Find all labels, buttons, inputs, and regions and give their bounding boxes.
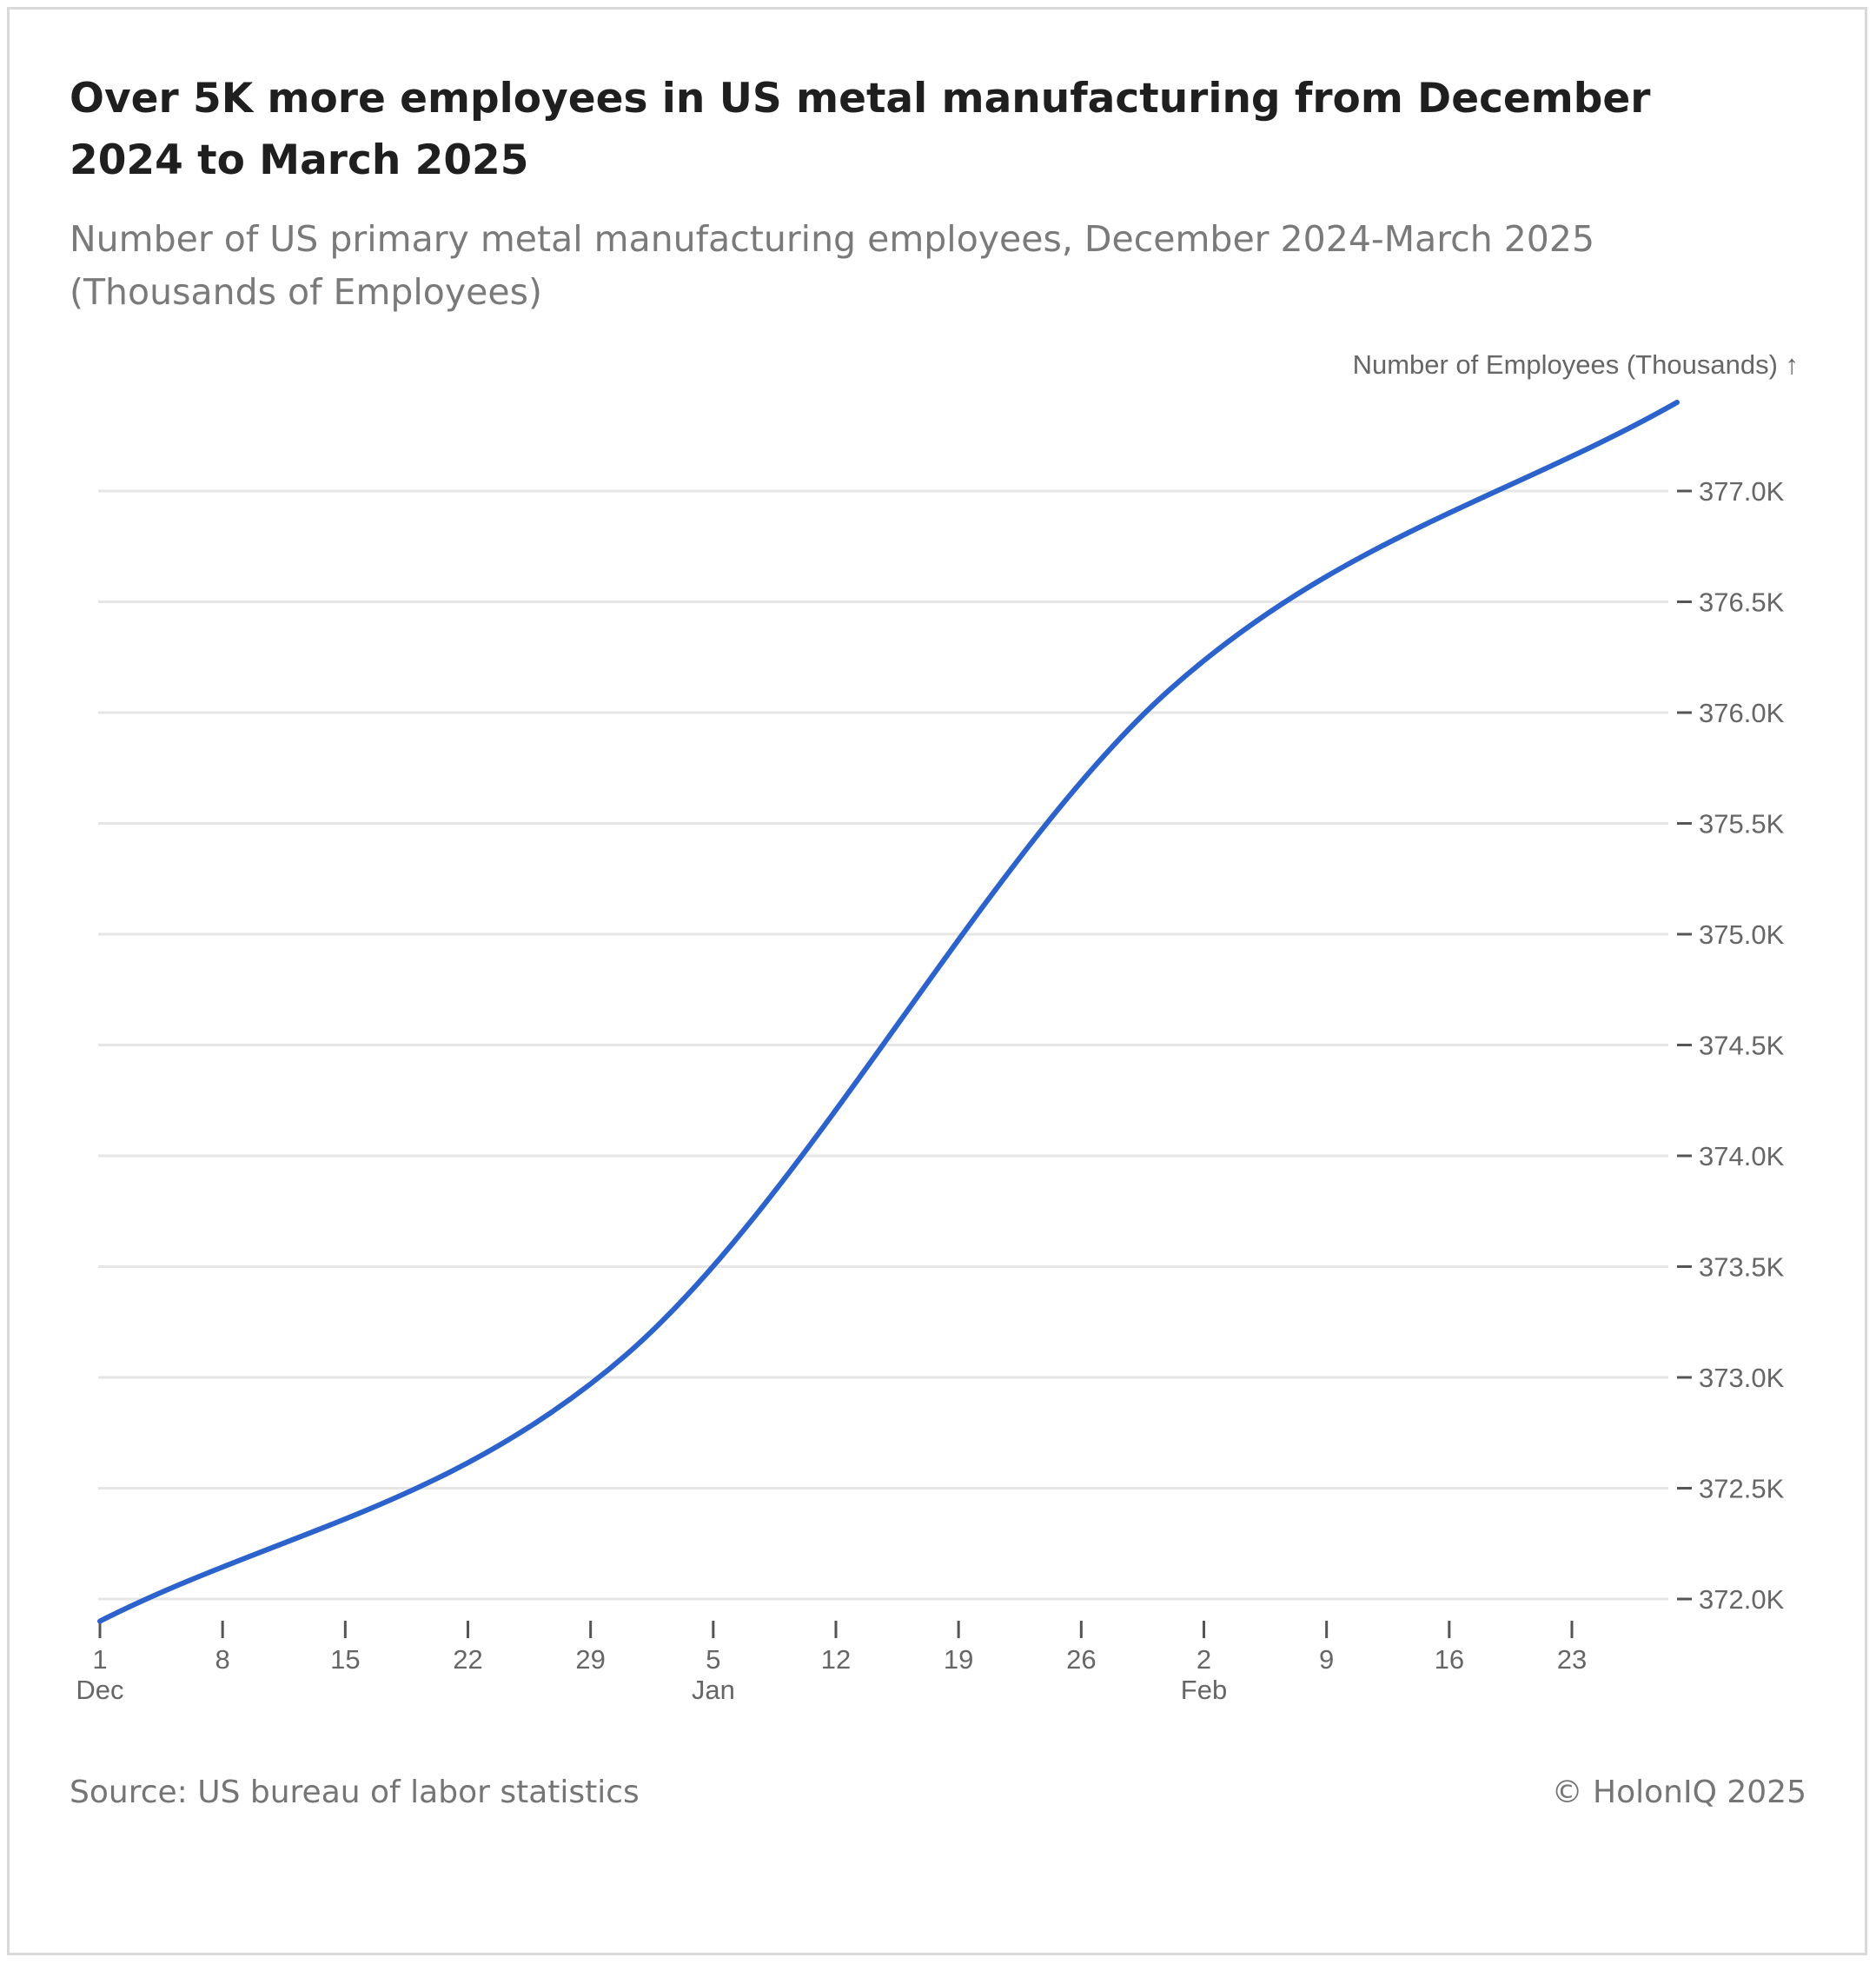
chart-subtitle: Number of US primary metal manufacturing… [70,218,1595,313]
y-tick-label: 373.5K [1699,1252,1785,1283]
x-tick-label: 9 [1319,1644,1334,1675]
y-axis: 372.0K 372.5K 373.0K 373.5K 374.0K 374.5K 375.… [1677,476,1785,1615]
x-month-label: Feb [1181,1675,1227,1705]
x-tick-label: 15 [330,1644,360,1675]
y-tick-label: 372.0K [1699,1584,1785,1615]
x-tick-label: 19 [944,1644,973,1675]
x-tick-label: 29 [575,1644,605,1675]
y-tick-label: 375.0K [1699,919,1785,950]
y-tick-label: 376.0K [1699,698,1785,728]
x-tick-label: 2 [1197,1644,1211,1675]
y-tick-label: 373.0K [1699,1363,1785,1393]
y-tick-label: 374.0K [1699,1141,1785,1171]
x-tick-label: 22 [453,1644,482,1675]
series-layer [97,400,1680,1624]
y-tick-label: 372.5K [1699,1474,1785,1504]
x-month-label: Jan [692,1675,735,1705]
y-tick-label: 376.5K [1699,587,1785,618]
x-tick-label: 23 [1557,1644,1587,1675]
y-tick-label: 374.5K [1699,1031,1785,1061]
chart-card [7,7,1867,1955]
copyright-note: © HolonIQ 2025 [1551,1775,1806,1810]
x-tick-label: 12 [821,1644,851,1675]
x-tick-label: 16 [1435,1644,1464,1675]
chart-title: Over 5K more employees in US metal manuf… [70,75,1651,184]
x-month-label: Dec [76,1675,123,1705]
y-tick-label: 377.0K [1699,476,1785,507]
source-note: Source: US bureau of labor statistics [70,1775,640,1810]
x-tick-label: 26 [1066,1644,1096,1675]
series-line [97,400,1680,1624]
x-tick-label: 8 [215,1644,230,1675]
y-tick-label: 375.5K [1699,809,1785,839]
y-axis-title: Number of Employees (Thousands) ↑ [1353,349,1799,380]
x-tick-label: 5 [706,1644,720,1675]
x-tick-label: 1 [92,1644,107,1675]
